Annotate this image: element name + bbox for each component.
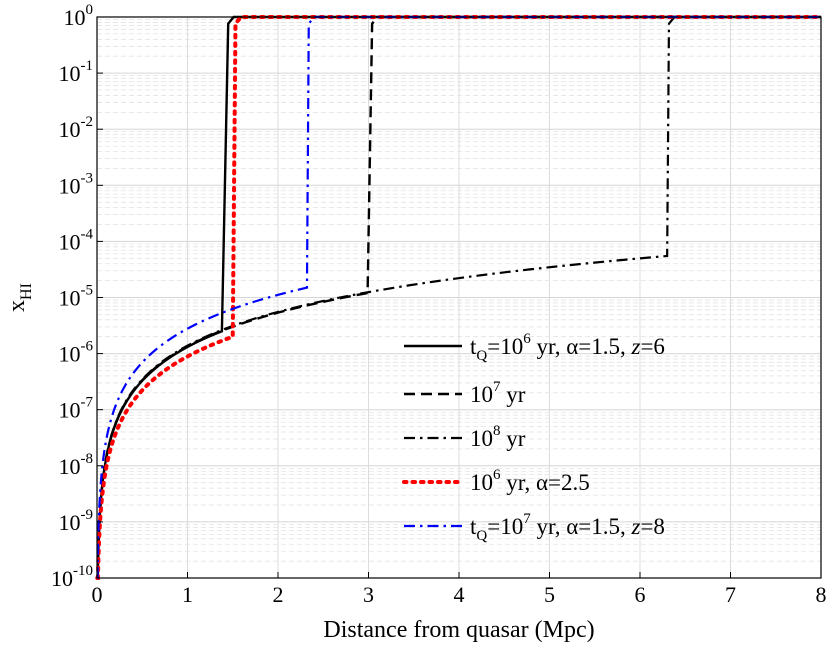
y-tick-label-3: 10-3 xyxy=(59,170,94,198)
y-tick-label-4: 10-4 xyxy=(59,226,94,254)
grid xyxy=(97,17,821,578)
x-tick-label-2: 2 xyxy=(273,582,284,607)
y-tick-label-10: 10-10 xyxy=(51,563,93,591)
legend-label-1: 107 yr xyxy=(470,379,526,407)
x-tick-label-7: 7 xyxy=(725,582,736,607)
y-tick-label-5: 10-5 xyxy=(59,283,94,311)
ticks: 0 1 2 3 4 5 6 7 8 100 10-1 10-2 10-3 10-4 10-5 10-6 10-7… xyxy=(51,2,827,607)
legend: tQ=106 yr, α=1.5, z=6 107 yr 108 yr 106 yr,… xyxy=(402,331,665,544)
x-tick-label-3: 3 xyxy=(363,582,374,607)
y-axis-label: xHI xyxy=(4,283,35,312)
y-tick-label-6: 10-6 xyxy=(59,339,94,367)
y-tick-label-8: 10-8 xyxy=(59,451,94,479)
y-tick-label-9: 10-9 xyxy=(59,507,94,535)
x-tick-label-0: 0 xyxy=(92,582,103,607)
x-axis-label: Distance from quasar (Mpc) xyxy=(323,617,594,643)
legend-label-3: 106 yr, α=2.5 xyxy=(470,467,590,495)
series-line-2 xyxy=(96,15,821,580)
series-line-4 xyxy=(96,15,821,580)
y-tick-label-7: 10-7 xyxy=(59,395,94,423)
y-tick-label-0: 100 xyxy=(64,2,94,30)
legend-label-0: tQ=106 yr, α=1.5, z=6 xyxy=(470,331,665,364)
legend-label-4: tQ=107 yr, α=1.5, z=8 xyxy=(470,511,665,544)
y-tick-label-1: 10-1 xyxy=(59,58,94,86)
x-tick-label-1: 1 xyxy=(182,582,193,607)
x-tick-label-6: 6 xyxy=(635,582,646,607)
x-tick-label-8: 8 xyxy=(816,582,827,607)
y-tick-label-2: 10-2 xyxy=(59,114,94,142)
x-tick-label-4: 4 xyxy=(454,582,465,607)
legend-label-2: 108 yr xyxy=(470,423,526,451)
x-tick-label-5: 5 xyxy=(544,582,555,607)
